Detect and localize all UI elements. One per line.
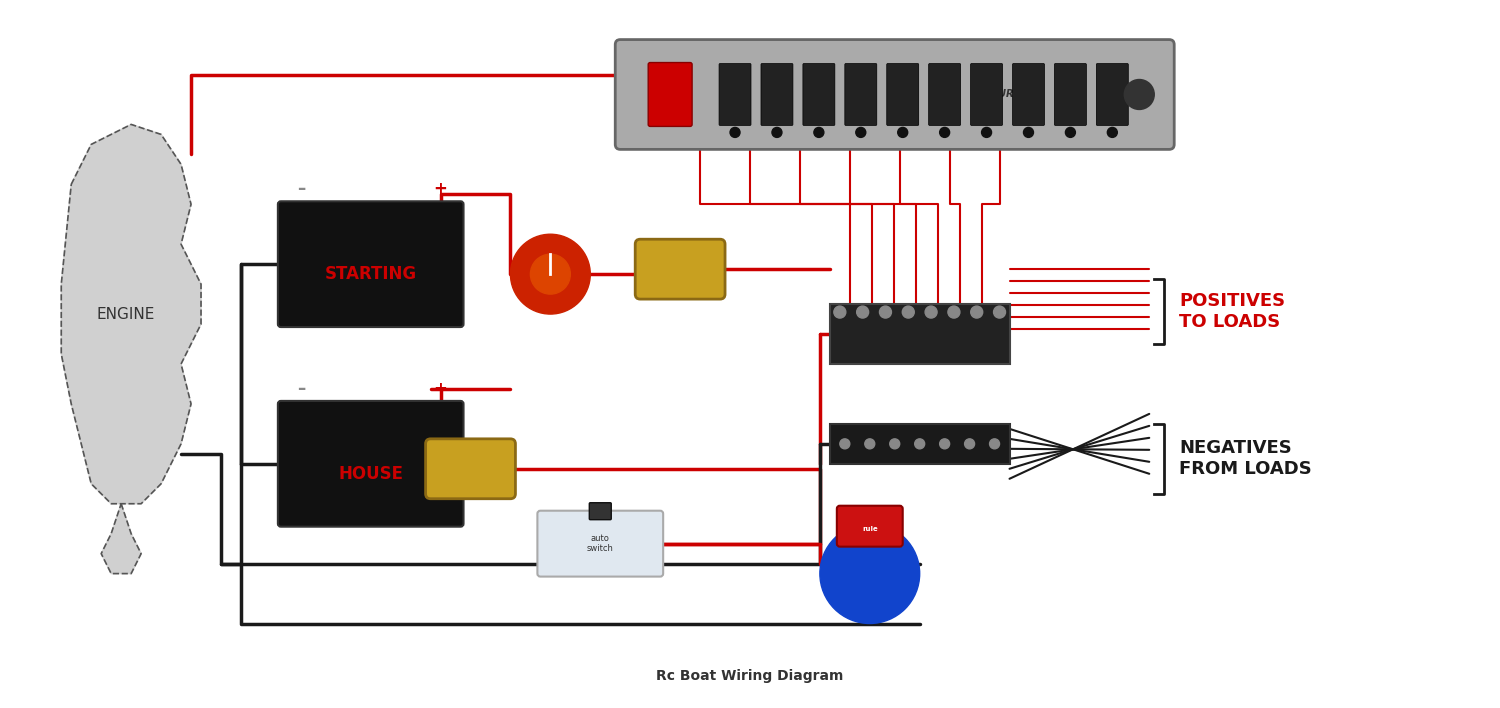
Circle shape [1107, 127, 1118, 137]
Circle shape [879, 306, 891, 318]
Circle shape [981, 127, 992, 137]
FancyBboxPatch shape [634, 239, 724, 299]
Circle shape [840, 439, 850, 449]
Text: +: + [433, 380, 447, 398]
Polygon shape [100, 503, 141, 573]
FancyBboxPatch shape [830, 304, 1010, 364]
Circle shape [865, 439, 874, 449]
Text: rule: rule [862, 525, 877, 532]
Circle shape [1125, 79, 1155, 110]
FancyBboxPatch shape [278, 401, 464, 527]
FancyBboxPatch shape [1013, 64, 1044, 125]
Circle shape [856, 127, 865, 137]
Text: –: – [297, 380, 304, 398]
FancyBboxPatch shape [830, 424, 1010, 464]
Circle shape [856, 306, 868, 318]
Circle shape [903, 306, 915, 318]
FancyBboxPatch shape [1054, 64, 1086, 125]
FancyBboxPatch shape [426, 439, 516, 498]
Text: PURSUIT: PURSUIT [992, 89, 1039, 100]
Circle shape [772, 127, 782, 137]
Circle shape [1065, 127, 1076, 137]
Circle shape [834, 306, 846, 318]
Circle shape [821, 524, 920, 624]
Circle shape [939, 127, 950, 137]
FancyBboxPatch shape [1096, 64, 1128, 125]
Text: auto
switch: auto switch [586, 534, 613, 554]
FancyBboxPatch shape [278, 201, 464, 327]
FancyBboxPatch shape [837, 506, 903, 547]
FancyBboxPatch shape [615, 40, 1174, 149]
Circle shape [815, 127, 824, 137]
Circle shape [730, 127, 740, 137]
Text: POSITIVES
TO LOADS: POSITIVES TO LOADS [1179, 292, 1286, 331]
Text: +: + [433, 181, 447, 198]
Circle shape [915, 439, 924, 449]
Circle shape [897, 127, 908, 137]
Circle shape [510, 234, 591, 314]
Text: Rc Boat Wiring Diagram: Rc Boat Wiring Diagram [657, 669, 843, 683]
Circle shape [948, 306, 960, 318]
Circle shape [926, 306, 938, 318]
Circle shape [890, 439, 900, 449]
Circle shape [993, 306, 1005, 318]
FancyBboxPatch shape [970, 64, 1002, 125]
Text: ENGINE: ENGINE [98, 307, 156, 321]
FancyBboxPatch shape [886, 64, 918, 125]
Circle shape [939, 439, 950, 449]
Circle shape [531, 254, 570, 294]
FancyBboxPatch shape [802, 64, 836, 125]
FancyBboxPatch shape [537, 510, 663, 576]
FancyBboxPatch shape [590, 503, 612, 520]
Circle shape [964, 439, 975, 449]
Text: –: – [297, 181, 304, 198]
Text: STARTING: STARTING [324, 266, 417, 283]
Polygon shape [62, 125, 201, 503]
Text: HOUSE: HOUSE [338, 464, 404, 483]
FancyBboxPatch shape [928, 64, 960, 125]
FancyBboxPatch shape [718, 64, 752, 125]
FancyBboxPatch shape [760, 64, 794, 125]
Text: NEGATIVES
FROM LOADS: NEGATIVES FROM LOADS [1179, 440, 1312, 478]
FancyBboxPatch shape [648, 62, 692, 127]
Circle shape [990, 439, 999, 449]
Circle shape [970, 306, 982, 318]
FancyBboxPatch shape [844, 64, 877, 125]
Circle shape [1023, 127, 1034, 137]
